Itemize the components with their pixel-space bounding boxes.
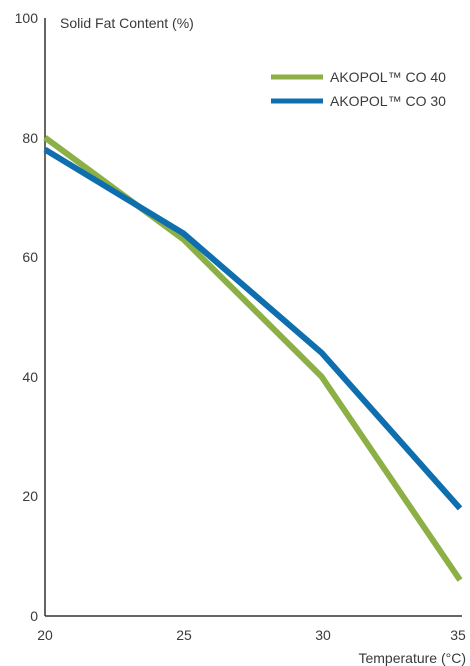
legend-label-co40: AKOPOL™ CO 40 [330,69,446,85]
y-axis-title: Solid Fat Content (%) [60,15,194,31]
y-tick-label: 0 [30,608,38,624]
x-axis-title: Temperature (°C) [358,650,466,666]
y-tick-label: 100 [15,10,39,26]
x-tick-label: 30 [315,627,331,643]
x-tick-label: 25 [176,627,192,643]
y-tick-label: 80 [22,130,38,146]
y-tick-label: 40 [22,369,38,385]
y-tick-label: 60 [22,249,38,265]
legend: AKOPOL™ CO 40 AKOPOL™ CO 30 [271,69,446,109]
series-line-co40 [43,135,463,582]
y-tick-label: 20 [22,488,38,504]
x-tick-label: 35 [450,627,466,643]
series-line-co30 [43,147,463,511]
legend-label-co30: AKOPOL™ CO 30 [330,93,446,109]
x-tick-label: 20 [37,627,53,643]
